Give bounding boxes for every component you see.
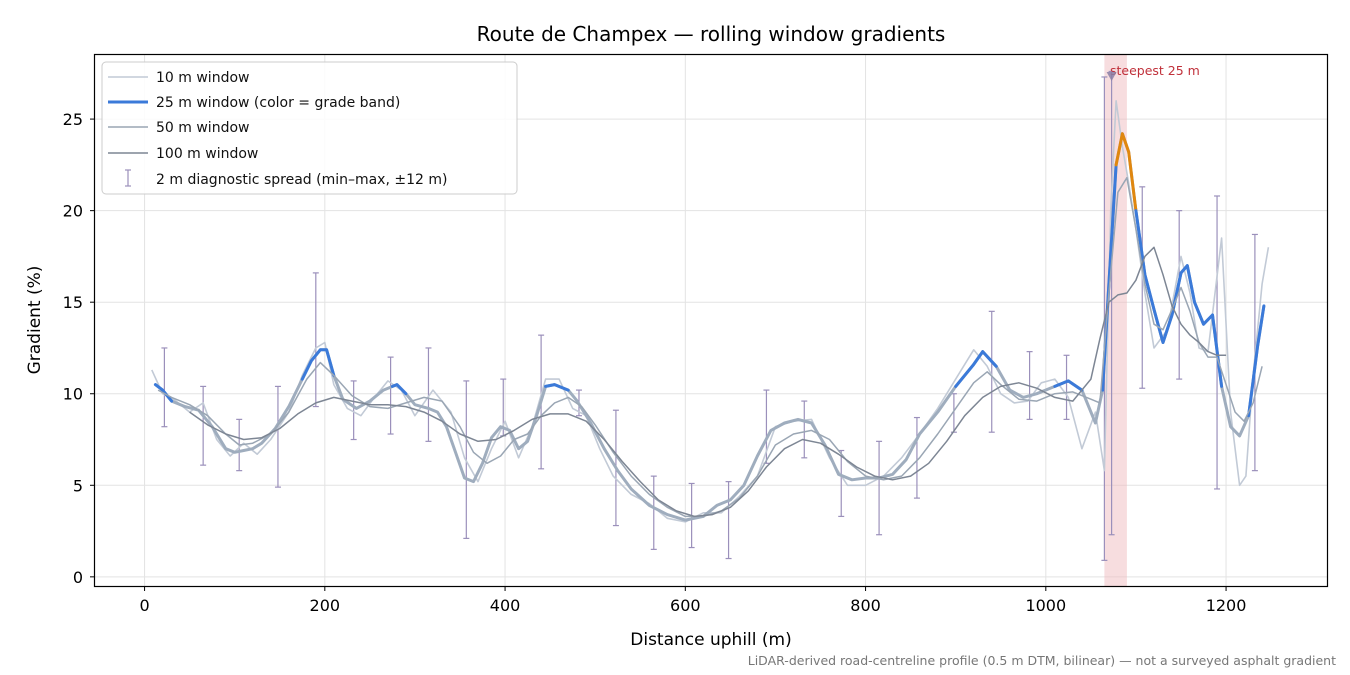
legend-label-100m: 100 m window (156, 146, 258, 162)
legend-box (101, 61, 518, 195)
legend-keys (108, 76, 148, 187)
footnote: LiDAR-derived road-centreline profile (0… (748, 653, 1336, 668)
y-tick-label: 15 (63, 293, 83, 312)
legend-key-spread (125, 169, 131, 187)
series-lines (151, 100, 1270, 523)
y-axis-label: Gradient (%) (25, 266, 45, 375)
spread-errorbar (274, 385, 281, 488)
series-25m-band-blue (153, 383, 174, 403)
spread-errorbar (1176, 210, 1183, 380)
axis-ticks: 0 200 400 600 800 1000 1200 0 5 10 15 20 25 (63, 110, 1247, 615)
legend-label-10m: 10 m window (156, 70, 249, 86)
legend-label-spread: 2 m diagnostic spread (min–max, ±12 m) (156, 172, 447, 188)
series-25m-band-blue (300, 348, 336, 381)
series-25m-band-orange (1114, 132, 1138, 213)
y-tick-label: 25 (63, 110, 83, 129)
y-tick-label: 0 (73, 568, 83, 587)
spread-errorbar (1139, 186, 1146, 389)
x-tick-label: 600 (670, 596, 701, 615)
series-25m-band-blue (1247, 304, 1266, 418)
plot-frame (93, 53, 1329, 588)
series-25m-band-blue (1134, 209, 1224, 388)
spread-errorbar (1063, 354, 1070, 420)
y-tick-label: 5 (73, 476, 83, 495)
chart-title: Route de Champex — rolling window gradie… (477, 22, 946, 46)
legend-label-25m: 25 m window (color = grade band) (156, 95, 400, 111)
steepest-label: steepest 25 m (1110, 63, 1200, 78)
x-tick-label: 1200 (1206, 596, 1247, 615)
series-25m-band-blue (1101, 163, 1118, 392)
series-25m-band-blue (954, 350, 998, 388)
spread-errorbar (312, 272, 319, 408)
spread-errorbar (161, 347, 168, 428)
x-tick-label: 200 (310, 596, 341, 615)
spread-errorbar (988, 310, 995, 433)
x-axis-label: Distance uphill (m) (630, 630, 791, 650)
y-tick-label: 10 (63, 385, 83, 404)
x-tick-label: 1000 (1025, 596, 1066, 615)
spread-errorbar (200, 385, 207, 466)
series-25m-band-blue (1053, 379, 1084, 392)
spread-errorbar (801, 400, 808, 459)
spread-errorbar (350, 380, 357, 441)
spread-errorbar (876, 440, 883, 536)
series-25m-band-blue (544, 383, 570, 392)
legend: 10 m window 25 m window (color = grade b… (101, 61, 518, 195)
legend-label-50m: 50 m window (156, 120, 249, 136)
x-tick-label: 400 (490, 596, 521, 615)
spread-errorbar (387, 356, 394, 435)
y-tick-label: 20 (63, 202, 83, 221)
spread-errorbar (725, 481, 732, 560)
x-tick-label: 0 (139, 596, 149, 615)
spread-errorbar (1108, 70, 1115, 536)
x-tick-label: 800 (850, 596, 881, 615)
spread-errorbar (650, 475, 657, 550)
steepest-annotation: steepest 25 m (1106, 63, 1200, 81)
series-100m-line (189, 246, 1227, 518)
series-25m-band-blue (390, 383, 408, 396)
spread-errorbar (913, 416, 920, 499)
steepest-marker (1106, 71, 1117, 81)
spread-errorbar (425, 347, 432, 442)
series-50m-line (157, 176, 1263, 518)
